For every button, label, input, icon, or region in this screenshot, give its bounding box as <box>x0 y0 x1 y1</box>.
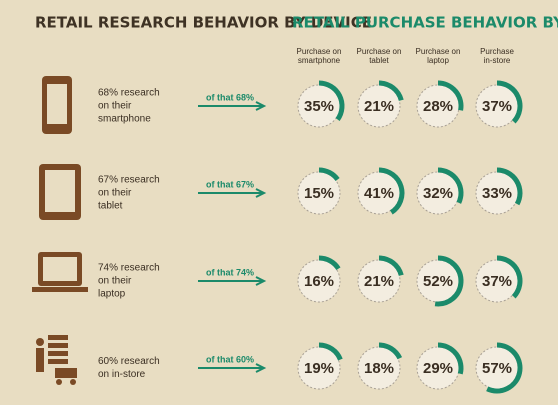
ring-arc <box>378 255 404 277</box>
device-text: 67% research <box>98 175 160 186</box>
ring-background <box>297 171 341 215</box>
column-header: smartphone <box>298 56 341 65</box>
shelf <box>48 351 68 356</box>
laptop-base <box>32 287 88 292</box>
value-label: 37% <box>482 273 512 290</box>
column-header: in-store <box>484 56 511 65</box>
ring-background <box>357 346 401 390</box>
value-label: 37% <box>482 98 512 115</box>
device-text: laptop <box>98 289 126 300</box>
value-label: 32% <box>423 185 453 202</box>
arrow-head <box>255 276 267 286</box>
value-label: 18% <box>364 360 394 377</box>
icon-screen <box>43 257 77 281</box>
ring-background <box>357 84 401 128</box>
cart-wheel <box>70 379 76 385</box>
device-icons <box>32 76 88 385</box>
column-header: Purchase <box>480 47 514 56</box>
value-label: 21% <box>364 273 394 290</box>
ring-arc <box>318 255 341 271</box>
device-text: 68% research <box>98 88 160 99</box>
value-label: 52% <box>423 273 453 290</box>
ring-arc <box>318 167 340 182</box>
value-label: 41% <box>364 185 394 202</box>
device-text: 60% research <box>98 356 160 367</box>
value-label: 19% <box>304 360 334 377</box>
shelf <box>48 359 68 364</box>
ring-arc <box>437 80 464 111</box>
ring-arc <box>437 167 464 204</box>
ring-arc <box>437 342 464 375</box>
column-header: Purchase on <box>297 47 342 56</box>
of-that-label: of that 60% <box>206 354 254 364</box>
ring-arc <box>486 342 523 394</box>
ring-arc <box>378 342 403 360</box>
device-text: on their <box>98 101 132 112</box>
ring-arc <box>378 167 405 215</box>
ring-background <box>297 259 341 303</box>
arrow-head <box>255 101 267 111</box>
shelf <box>48 343 68 348</box>
ring-arc <box>318 342 343 361</box>
ring-arc <box>378 80 404 102</box>
value-label: 15% <box>304 185 334 202</box>
of-that-label: of that 68% <box>206 92 254 102</box>
shelf <box>48 335 68 340</box>
device-text: on in-store <box>98 369 146 380</box>
purchase-title: RETAIL PURCHASE BEHAVIOR BY DEVICE <box>292 14 558 32</box>
value-label: 16% <box>304 273 334 290</box>
column-header: Purchase on <box>357 47 402 56</box>
device-text: smartphone <box>98 114 151 125</box>
value-label: 29% <box>423 360 453 377</box>
value-label: 57% <box>482 360 512 377</box>
value-label: 21% <box>364 98 394 115</box>
ring-arc <box>434 255 464 307</box>
ring-background <box>357 259 401 303</box>
column-header: Purchase on <box>416 47 461 56</box>
of-that-label: of that 74% <box>206 267 254 277</box>
person-body <box>36 348 44 372</box>
column-header: laptop <box>427 56 449 65</box>
icon-screen <box>47 84 67 124</box>
device-text: tablet <box>98 201 123 212</box>
value-label: 35% <box>304 98 334 115</box>
icon-screen <box>45 170 75 212</box>
person-icon <box>36 338 44 346</box>
ring-arc <box>496 167 523 206</box>
arrow-head <box>255 188 267 198</box>
device-text: 74% research <box>98 263 160 274</box>
ring-background <box>297 346 341 390</box>
device-text: on their <box>98 276 132 287</box>
ring-arc <box>496 80 523 124</box>
of-that-label: of that 67% <box>206 179 254 189</box>
cart-icon <box>55 368 77 378</box>
research-title: RETAIL RESEARCH BEHAVIOR BY DEVICE <box>35 14 372 32</box>
cart-wheel <box>56 379 62 385</box>
ring-arc <box>318 80 345 121</box>
ring-arc <box>496 255 523 299</box>
value-label: 33% <box>482 185 512 202</box>
column-header: tablet <box>369 56 389 65</box>
arrow-head <box>255 363 267 373</box>
device-text: on their <box>98 188 132 199</box>
value-label: 28% <box>423 98 453 115</box>
